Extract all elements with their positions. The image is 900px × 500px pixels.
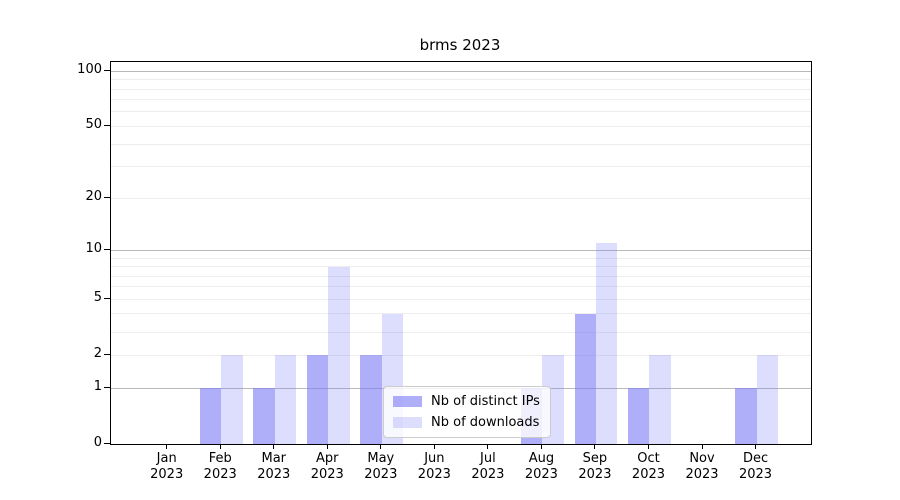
x-tick-mark-oct	[647, 444, 649, 449]
x-tick-label-sep: Sep 2023	[578, 451, 612, 482]
gridline-y-9	[111, 257, 811, 259]
x-tick-mark-dec	[755, 444, 757, 449]
y-tick-label-10: 10	[85, 241, 102, 257]
x-tick-mark-jun	[433, 444, 435, 449]
legend-item-downloads: Nb of downloads	[393, 415, 540, 430]
gridline-y-70	[111, 99, 811, 101]
y-tick-label-1: 1	[93, 379, 102, 394]
x-tick-label-oct: Oct 2023	[631, 451, 666, 482]
x-tick-mark-mar	[273, 444, 275, 449]
y-tick-label-100: 100	[77, 62, 102, 78]
x-tick-mark-aug	[540, 444, 542, 449]
x-tick-label-aug: Aug 2023	[524, 451, 558, 482]
gridline-y-90	[111, 79, 811, 81]
gridline-y-7	[111, 275, 811, 277]
x-tick-label-dec: Dec 2023	[738, 451, 773, 482]
x-tick-label-nov: Nov 2023	[685, 451, 719, 482]
x-tick-mark-jul	[487, 444, 489, 449]
y-tick-mark-1	[104, 386, 110, 388]
gridline-y-20	[111, 197, 811, 199]
bar-distinct-ips-dec	[735, 388, 757, 444]
bar-distinct-ips-oct	[628, 388, 650, 444]
bar-distinct-ips-feb	[199, 388, 222, 444]
x-tick-label-feb: Feb 2023	[203, 451, 237, 482]
y-tick-label-2: 2	[93, 346, 102, 362]
x-tick-mark-apr	[326, 444, 328, 449]
legend-label-downloads: Nb of downloads	[431, 415, 540, 430]
x-tick-label-jun: Jun 2023	[417, 451, 451, 482]
x-tick-mark-sep	[594, 444, 596, 449]
gridline-y-40	[111, 143, 811, 145]
y-tick-label-20: 20	[85, 189, 102, 205]
y-tick-mark-10	[104, 248, 110, 250]
legend-label-distinct-ips: Nb of distinct IPs	[431, 394, 540, 409]
x-tick-mark-may	[380, 444, 382, 449]
x-tick-label-jul: Jul 2023	[471, 451, 505, 482]
bar-distinct-ips-may	[360, 355, 382, 444]
y-tick-mark-50	[104, 124, 110, 126]
y-tick-mark-2	[104, 353, 110, 355]
y-tick-mark-20	[104, 196, 110, 198]
gridline-y-100	[111, 70, 811, 72]
chart-title: brms 2023	[419, 36, 501, 54]
legend-swatch-downloads	[393, 417, 422, 428]
x-tick-label-apr: Apr 2023	[310, 451, 344, 482]
gridline-y-2	[111, 354, 811, 356]
gridline-y-8	[111, 266, 811, 268]
bar-downloads-sep	[595, 243, 618, 444]
x-tick-mark-feb	[219, 444, 221, 449]
bar-downloads-dec	[756, 355, 778, 444]
x-tick-label-mar: Mar 2023	[257, 451, 291, 482]
x-tick-mark-jan	[166, 444, 168, 449]
gridline-y-5	[111, 298, 811, 300]
bar-downloads-mar	[274, 355, 297, 444]
gridline-y-4	[111, 313, 811, 315]
gridline-y-3	[111, 331, 811, 333]
gridline-y-10	[111, 249, 811, 251]
legend: Nb of distinct IPs Nb of downloads	[383, 386, 551, 438]
bar-downloads-feb	[221, 355, 243, 444]
legend-item-distinct-ips: Nb of distinct IPs	[393, 394, 540, 409]
gridline-y-60	[111, 111, 811, 113]
x-tick-mark-nov	[701, 444, 703, 449]
y-tick-mark-5	[104, 297, 110, 299]
gridline-y-50	[111, 125, 811, 127]
y-tick-mark-100	[104, 69, 110, 71]
y-tick-label-5: 5	[93, 290, 102, 306]
y-tick-label-0: 0	[93, 435, 102, 450]
gridline-y-6	[111, 286, 811, 288]
y-tick-label-50: 50	[85, 117, 102, 133]
x-tick-label-may: May 2023	[364, 451, 398, 482]
gridline-y-30	[111, 166, 811, 168]
gridline-y-80	[111, 88, 811, 90]
bar-distinct-ips-sep	[574, 314, 596, 444]
y-tick-mark-0	[104, 442, 110, 444]
bar-distinct-ips-mar	[253, 388, 275, 444]
bar-downloads-apr	[328, 266, 350, 444]
bar-downloads-oct	[649, 355, 671, 444]
x-tick-label-jan: Jan 2023	[150, 451, 184, 482]
bar-distinct-ips-apr	[306, 355, 329, 444]
legend-swatch-distinct-ips	[393, 396, 422, 407]
plot-area: Nb of distinct IPs Nb of downloads	[110, 61, 812, 445]
